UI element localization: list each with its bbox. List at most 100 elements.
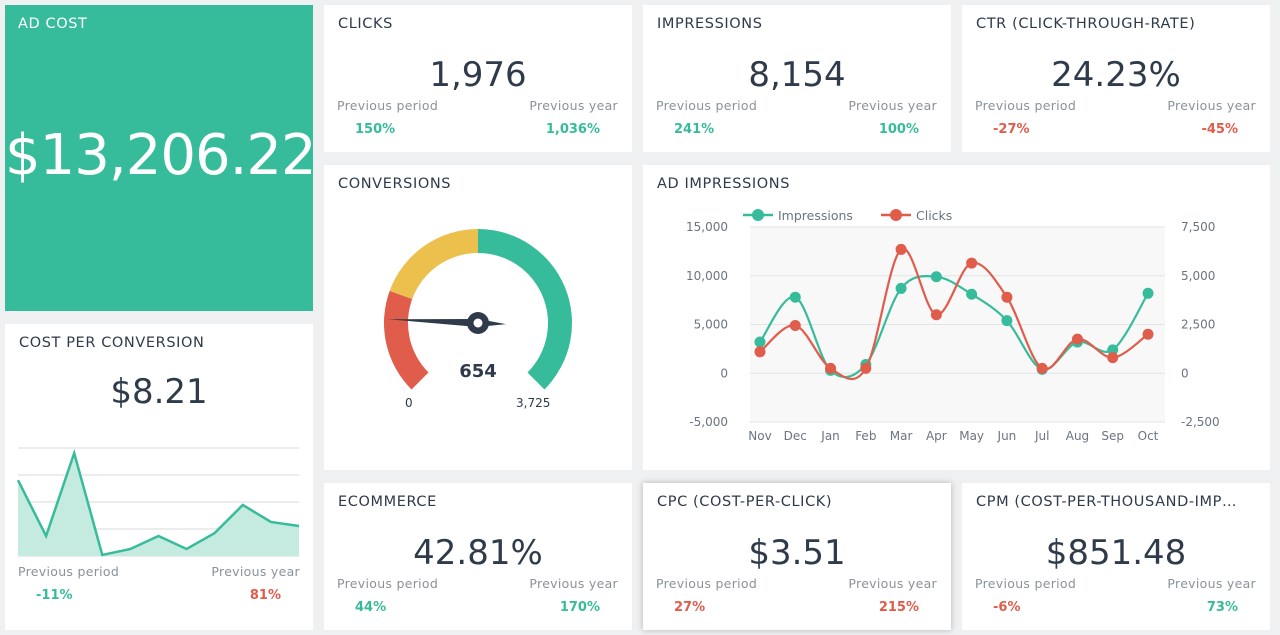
ad-impressions-chart: 15,000 7,500 10,000 5,000 5,000 2,500 0 0 -5,000… [686,208,1220,443]
data-point-clicks [966,257,978,269]
data-point-impressions [895,282,907,294]
prev-period-value: -6% [993,600,1021,615]
data-point-clicks [860,362,872,374]
prev-period-value: -11% [36,588,73,603]
prev-period-label: Previous period [656,576,758,591]
prev-period-label: Previous period [656,98,758,113]
kpi-title: CPC (COST-PER-CLICK) [657,494,833,510]
prev-period-value: 150% [355,122,396,137]
kpi-value: 42.81% [413,533,543,573]
kpi-value: $851.48 [1045,533,1187,573]
data-point-clicks [1001,291,1013,303]
legend-marker [890,209,902,221]
ad-impressions-title: AD IMPRESSIONS [657,176,791,192]
conversions-title: CONVERSIONS [338,176,452,192]
kpi-value: $3.51 [748,533,846,573]
cpc-title: COST PER CONVERSION [19,335,205,351]
x-tick: Jun [997,429,1017,443]
y-left-tick: 5,000 [694,318,728,332]
data-point-clicks [754,346,766,358]
sparkline-area [18,453,299,556]
x-tick: Aug [1066,429,1089,443]
prev-period-value: 241% [674,122,715,137]
x-tick: Nov [748,429,771,443]
y-left-tick: 10,000 [686,269,728,283]
prev-year-value: 1,036% [545,122,600,137]
conversions-card: CONVERSIONS 654 0 3,725 [324,165,632,470]
x-tick: Dec [784,429,807,443]
gauge-max: 3,725 [516,396,551,410]
x-tick: Mar [890,429,913,443]
y-right-tick: 5,000 [1181,269,1215,283]
prev-period-label: Previous period [337,576,439,591]
data-point-impressions [789,291,801,303]
prev-period-label: Previous period [18,564,120,579]
prev-year-label: Previous year [529,98,618,113]
ad-cost-title: AD COST [18,16,88,32]
kpi-card-ecommerce: ECOMMERCE 42.81% Previous period Previou… [324,483,632,630]
data-point-impressions [1142,287,1154,299]
prev-year-label: Previous year [1167,98,1256,113]
x-tick: Apr [926,429,947,443]
data-point-clicks [1071,333,1083,345]
prev-year-value: 170% [559,600,600,615]
kpi-card-clicks: CLICKS 1,976 Previous period Previous ye… [324,5,632,152]
prev-year-value: 73% [1206,600,1238,615]
x-tick: Jul [1034,429,1049,443]
gauge-value: 654 [459,361,497,382]
y-right-tick: 0 [1181,366,1189,380]
data-point-clicks [825,362,837,374]
data-point-clicks [1107,352,1119,364]
kpi-title: IMPRESSIONS [657,16,763,32]
prev-year-label: Previous year [1167,576,1256,591]
prev-year-label: Previous year [848,98,937,113]
prev-year-value: -45% [1201,122,1238,137]
y-left-tick: 0 [720,366,728,380]
prev-period-label: Previous period [975,98,1077,113]
data-point-impressions [1107,344,1119,356]
kpi-card-cpc-cost-per-click: CPC (COST-PER-CLICK) $3.51 Previous peri… [643,483,951,630]
data-point-clicks [930,309,942,321]
y-right-tick: -2,500 [1181,415,1220,429]
legend-label-clicks: Clicks [916,208,952,223]
x-tick: May [959,429,984,443]
x-tick: Feb [855,429,876,443]
gauge-band-yellow [389,229,478,300]
x-tick: Sep [1101,429,1124,443]
kpi-title: ECOMMERCE [338,494,437,510]
y-right-tick: 7,500 [1181,220,1215,234]
sparkline-line [16,448,300,557]
prev-period-label: Previous period [337,98,439,113]
data-point-impressions [754,336,766,348]
prev-year-value: 100% [878,122,919,137]
legend-marker [752,209,764,221]
kpi-title: CLICKS [338,16,393,32]
kpi-title: CPM (COST-PER-THOUSAND-IMP… [976,494,1238,510]
data-point-clicks [1036,362,1048,374]
gauge-band-red [384,290,429,390]
kpi-value: 24.23% [1051,55,1181,95]
data-point-impressions [966,288,978,300]
prev-period-value: 27% [674,600,706,615]
prev-year-value: 215% [878,600,919,615]
prev-period-value: 44% [355,600,387,615]
kpi-value: 8,154 [748,55,846,95]
prev-year-value: 81% [249,588,281,603]
y-left-tick: -5,000 [689,415,728,429]
kpi-title: CTR (CLICK-THROUGH-RATE) [976,16,1196,32]
ad-cost-value: $13,206.22 [5,123,317,188]
x-tick: Jan [820,429,840,443]
ad-cost-card: AD COST $13,206.22 [5,5,317,311]
legend-label-impressions: Impressions [778,208,853,223]
gauge-hub-center [473,318,483,328]
data-point-impressions [1001,315,1013,327]
kpi-card-cpm-cost-per-thousand-imp: CPM (COST-PER-THOUSAND-IMP… $851.48 Prev… [962,483,1270,630]
prev-year-label: Previous year [211,564,300,579]
prev-period-value: -27% [993,122,1030,137]
ad-impressions-card: AD IMPRESSIONS 15,000 7,500 10,000 5,000 5,0… [643,165,1270,470]
cost-per-conversion-value: $8.21 [110,372,208,412]
gauge-min: 0 [405,396,413,410]
prev-year-label: Previous year [848,576,937,591]
data-point-clicks [895,243,907,255]
y-left-tick: 15,000 [686,220,728,234]
